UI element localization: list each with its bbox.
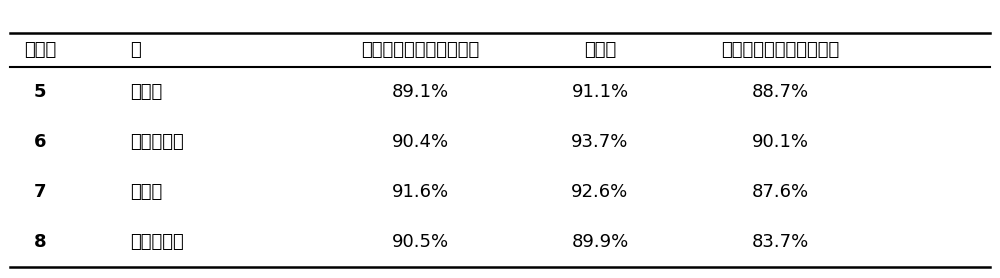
Text: 转化率: 转化率 [584,41,616,59]
Text: 酸: 酸 [130,41,141,59]
Text: 8: 8 [34,233,46,251]
Text: 92.6%: 92.6% [571,183,629,201]
Text: 88.7%: 88.7% [751,83,809,101]
Text: 87.6%: 87.6% [751,183,809,201]
Text: 91.6%: 91.6% [391,183,449,201]
Text: 83.7%: 83.7% [751,233,809,251]
Text: 实施例: 实施例 [24,41,56,59]
Text: 三氟甲磺酸: 三氟甲磺酸 [130,233,184,251]
Text: 甲磺酸: 甲磺酸 [130,183,162,201]
Text: 6: 6 [34,133,46,151]
Text: 对甲苯磺酸: 对甲苯磺酸 [130,133,184,151]
Text: 89.9%: 89.9% [571,233,629,251]
Text: 重复用５次菜籽油转化率: 重复用５次菜籽油转化率 [721,41,839,59]
Text: 90.4%: 90.4% [391,133,449,151]
Text: 磷钨酸: 磷钨酸 [130,83,162,101]
Text: 89.1%: 89.1% [391,83,449,101]
Text: 91.1%: 91.1% [571,83,629,101]
Text: 93.7%: 93.7% [571,133,629,151]
Text: 重复用５次催化剂回收率: 重复用５次催化剂回收率 [361,41,479,59]
Text: 90.5%: 90.5% [391,233,449,251]
Text: 7: 7 [34,183,46,201]
Text: 5: 5 [34,83,46,101]
Text: 90.1%: 90.1% [752,133,808,151]
